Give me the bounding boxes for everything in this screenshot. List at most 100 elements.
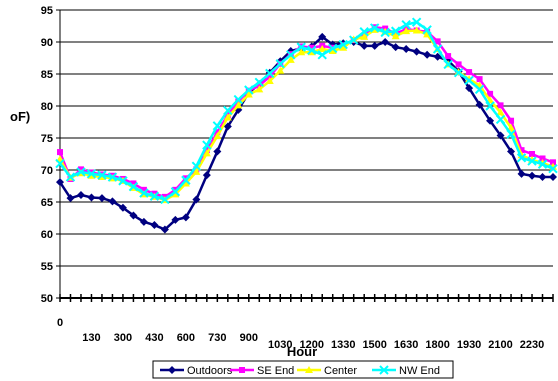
data-point [265, 77, 274, 85]
data-point [423, 50, 432, 59]
data-point [508, 117, 515, 124]
data-point [181, 213, 190, 222]
data-point [107, 172, 118, 182]
legend-label: NW End [399, 365, 440, 377]
data-point [150, 221, 159, 230]
x-tick-label: 1930 [457, 339, 481, 351]
data-point [97, 170, 107, 180]
y-tick-label: 55 [41, 261, 53, 273]
x-tick-label: 430 [145, 332, 163, 344]
data-point [118, 176, 128, 186]
data-point [516, 153, 527, 163]
data-point [360, 41, 369, 50]
x-tick-label: 2230 [520, 339, 544, 351]
data-point [56, 178, 64, 187]
data-point [244, 90, 253, 98]
y-axis-title: oF) [10, 109, 30, 124]
data-point [391, 32, 400, 40]
data-point [307, 45, 317, 56]
data-point [181, 179, 190, 187]
data-point [360, 32, 369, 40]
data-point [465, 84, 474, 93]
y-tick-label: 90 [41, 37, 53, 49]
data-point [181, 175, 191, 185]
data-point [485, 101, 495, 111]
data-point [549, 173, 557, 182]
data-point [57, 149, 63, 156]
x-axis-title: Hour [287, 344, 317, 359]
data-point [476, 76, 483, 83]
data-point [528, 171, 537, 180]
data-point [379, 365, 389, 375]
data-point [339, 43, 348, 51]
data-point [255, 85, 264, 93]
x-tick-label: 1800 [425, 339, 449, 351]
data-point [317, 50, 327, 60]
y-tick-label: 80 [41, 101, 53, 113]
data-point [412, 47, 421, 56]
data-point [348, 35, 359, 45]
data-point [239, 367, 245, 373]
x-tick-label: 730 [208, 332, 226, 344]
data-point [286, 50, 296, 60]
y-tick-label: 65 [41, 197, 53, 209]
series-layer [55, 17, 558, 234]
data-point [233, 94, 244, 105]
data-point [506, 129, 516, 139]
data-point [202, 149, 211, 157]
series-se-end [57, 24, 556, 200]
data-point [369, 23, 380, 33]
y-tick-label: 50 [41, 293, 53, 305]
gridlines [60, 9, 553, 299]
x-tick-label: 900 [240, 332, 258, 344]
data-point [139, 217, 148, 226]
data-point [328, 46, 337, 54]
legend-item: NW End [372, 365, 440, 377]
data-point [171, 190, 180, 198]
data-point [443, 59, 453, 70]
x-tick-label: 1030 [268, 339, 292, 351]
data-point [202, 171, 211, 180]
x-tick-label: 2100 [488, 339, 512, 351]
data-point [160, 194, 170, 205]
y-axis: 50 55 60 65 70 75 80 85 90 95 [41, 5, 61, 305]
series-line [58, 35, 553, 231]
data-point [55, 158, 65, 169]
data-point [118, 203, 127, 212]
data-point [202, 140, 212, 150]
x-tick-label: 300 [114, 332, 132, 344]
data-point [244, 85, 254, 95]
data-point [192, 167, 201, 175]
y-tick-label: 70 [41, 165, 53, 177]
data-point [497, 102, 504, 109]
legend-item: SE End [230, 365, 294, 377]
data-point [380, 27, 390, 38]
data-point [308, 44, 315, 51]
series-line [58, 28, 554, 202]
data-point [453, 68, 464, 78]
data-point [276, 66, 285, 74]
series-nw-end [55, 17, 558, 205]
data-point [411, 17, 422, 27]
data-point [318, 45, 327, 53]
data-point [538, 173, 547, 182]
y-tick-label: 85 [41, 69, 53, 81]
data-point [412, 26, 421, 34]
data-point [130, 180, 137, 187]
x-tick-label: 600 [177, 332, 195, 344]
y-tick-label: 75 [41, 133, 53, 145]
y-tick-label: 95 [41, 5, 53, 17]
data-point [139, 188, 149, 198]
data-point [66, 194, 75, 203]
data-point [464, 75, 474, 86]
legend-item: Center [297, 365, 357, 377]
data-point [128, 181, 139, 192]
data-point [328, 43, 338, 54]
data-point [212, 121, 223, 131]
data-point [474, 84, 485, 95]
data-point [286, 55, 295, 63]
data-point [507, 123, 516, 131]
data-point [171, 215, 180, 224]
x-tick-label: 1630 [394, 339, 418, 351]
